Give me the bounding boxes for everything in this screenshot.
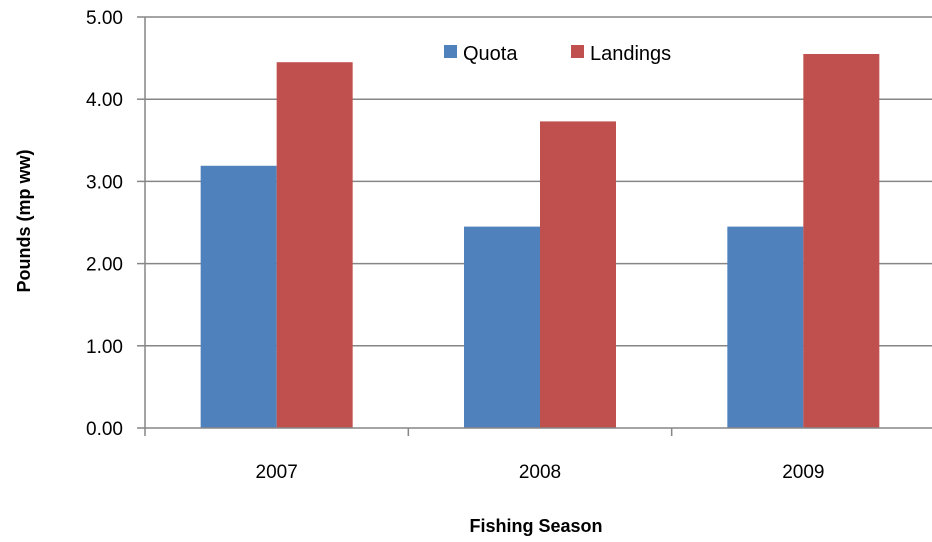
bars — [200, 53, 880, 429]
bar-quota-2007 — [200, 165, 277, 429]
bar-landings-2008 — [540, 121, 616, 429]
bar-quota-2009 — [727, 226, 804, 428]
y-tick-label: 4.00 — [86, 90, 123, 111]
x-tick-label: 2007 — [256, 462, 298, 483]
legend-label-quota: Quota — [463, 43, 518, 65]
legend: Quota Landings — [444, 43, 671, 65]
y-tick-label: 5.00 — [86, 8, 123, 29]
legend-swatch-landings — [571, 45, 584, 58]
bar-landings-2009 — [803, 53, 880, 429]
axes — [144, 17, 932, 436]
x-tick-label: 2008 — [519, 462, 561, 483]
y-tick-label: 2.00 — [86, 255, 123, 276]
x-tick-label: 2009 — [782, 462, 824, 483]
x-tick-labels: 2007 2008 2009 — [256, 462, 825, 483]
y-tick-label: 0.00 — [86, 419, 123, 440]
legend-swatch-quota — [444, 45, 457, 58]
y-axis-title: Pounds (mp ww) — [14, 150, 34, 293]
legend-label-landings: Landings — [590, 43, 671, 65]
x-axis-title: Fishing Season — [469, 516, 602, 536]
y-tick-label: 3.00 — [86, 172, 123, 193]
y-tick-labels: 0.00 1.00 2.00 3.00 4.00 5.00 — [86, 8, 123, 440]
y-tick-label: 1.00 — [86, 337, 123, 358]
bar-landings-2007 — [276, 62, 353, 429]
bar-quota-2008 — [464, 226, 540, 428]
